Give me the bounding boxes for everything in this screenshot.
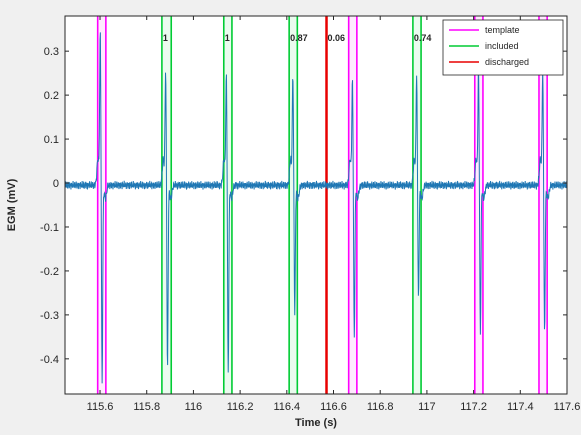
included-window [222, 16, 233, 394]
template-window-fill [538, 16, 548, 394]
x-tick-label: 115.6 [87, 401, 114, 413]
y-tick: -0.3 [40, 310, 567, 322]
window-score-label: 1 [225, 33, 230, 43]
x-tick: 117.4 [507, 16, 534, 413]
x-tick: 115.6 [87, 16, 114, 413]
x-tick: 116.8 [367, 16, 394, 413]
template-window [538, 16, 548, 394]
included-window-fill [223, 16, 232, 394]
x-tick: 116 [185, 16, 203, 413]
y-tick-label: 0 [53, 178, 59, 190]
egm-signal-line [64, 32, 568, 384]
plot-frame [64, 15, 568, 395]
legend-label: template [485, 25, 520, 35]
y-tick: 0 [53, 178, 567, 190]
y-tick-label: -0.4 [40, 354, 59, 366]
x-tick-label: 115.8 [133, 401, 160, 413]
x-tick: 116.2 [227, 16, 254, 413]
y-tick-label: 0.2 [44, 90, 59, 102]
window-score-label: 0.74 [414, 33, 432, 43]
window-score-label: 1 [163, 33, 168, 43]
x-tick: 116.4 [273, 16, 300, 413]
included-window-fill [289, 16, 298, 394]
y-axis-label: EGM (mV) [6, 178, 18, 231]
y-tick: 0.1 [44, 134, 567, 146]
included-window [412, 16, 422, 394]
x-tick-label: 117.2 [460, 401, 487, 413]
x-tick-label: 117 [418, 401, 436, 413]
x-tick-label: 117.6 [554, 401, 581, 413]
y-tick-label: -0.3 [40, 310, 59, 322]
legend-label: discharged [485, 57, 529, 67]
x-tick-label: 116.6 [320, 401, 347, 413]
x-axis-label: Time (s) [295, 417, 337, 429]
y-tick: -0.2 [40, 266, 567, 278]
x-tick-label: 116 [185, 401, 203, 413]
legend: template included discharged [442, 19, 564, 76]
included-window-fill [412, 16, 422, 394]
template-window-fill [97, 16, 106, 394]
y-tick: 0.2 [44, 90, 567, 102]
included-window [288, 16, 299, 394]
window-score-label: 0.87 [290, 33, 308, 43]
y-tick-label: -0.2 [40, 266, 59, 278]
template-window [473, 16, 484, 394]
template-window [96, 16, 107, 394]
x-tick: 116.6 [320, 16, 347, 413]
x-tick: 117.6 [554, 16, 581, 413]
y-tick-label: -0.1 [40, 222, 59, 234]
legend-entry-template: template [449, 25, 520, 35]
template-window-fill [348, 16, 357, 394]
template-window-fill [474, 16, 483, 394]
legend-box [442, 19, 564, 76]
x-tick-label: 116.2 [227, 401, 254, 413]
x-tick-label: 116.4 [273, 401, 300, 413]
legend-entry-discharged: discharged [449, 57, 529, 67]
y-tick: -0.4 [40, 354, 567, 366]
legend-entry-included: included [449, 41, 519, 51]
legend-label: included [485, 41, 519, 51]
y-tick: -0.1 [40, 222, 567, 234]
window-score-label: 0.06 [328, 33, 346, 43]
y-tick-label: 0.1 [44, 134, 59, 146]
y-tick-label: 0.3 [44, 46, 59, 58]
x-tick: 115.8 [133, 16, 160, 413]
x-tick: 117 [418, 16, 436, 413]
x-tick-label: 117.4 [507, 401, 534, 413]
y-tick: 0.3 [44, 46, 567, 58]
x-tick: 117.2 [460, 16, 487, 413]
template-window [347, 16, 358, 394]
x-tick-label: 116.8 [367, 401, 394, 413]
